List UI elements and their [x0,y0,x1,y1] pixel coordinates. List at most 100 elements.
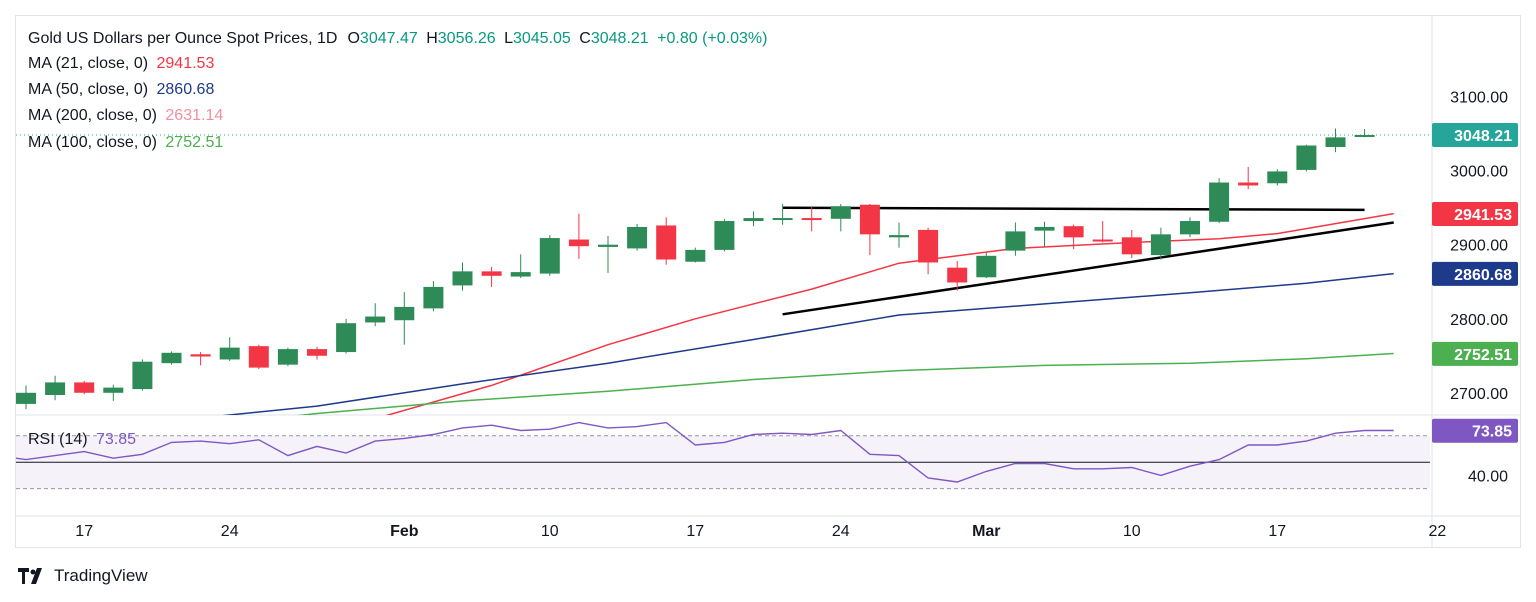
rsi-legend[interactable]: RSI (14) 73.85 [28,431,140,449]
time-tick-label: 17 [75,523,93,540]
price-badge [1432,418,1518,443]
candle-body [656,225,677,260]
candle-body [74,382,95,393]
high-value: 3056.26 [437,30,496,47]
candle-body [1238,182,1259,186]
candle-body [1296,145,1317,170]
price-pane [16,128,1430,415]
open-label: O [347,30,360,47]
candle-body [277,349,298,365]
time-tick-label: 24 [832,523,850,540]
candle-body [627,226,648,249]
candle-body [918,229,939,263]
ma21-value: 2941.53 [156,55,215,72]
price-tick-label: 3000.00 [1450,164,1508,181]
symbol-legend: Gold US Dollars per Ounce Spot Prices, 1… [28,30,771,48]
price-badge [1432,261,1518,286]
ma100-label: MA (100, close, 0) [28,134,157,151]
price-badge-label: 3048.21 [1454,128,1512,145]
candle-body [539,238,560,274]
ma200-value: 2631.14 [165,107,224,124]
price-badge-label: 2860.68 [1454,267,1512,284]
rsi-tick-label: 40.00 [1468,468,1508,485]
candle-body [307,349,327,356]
candle-body [889,235,909,238]
symbol-title: Gold US Dollars per Ounce Spot Prices, 1… [28,30,338,47]
candle-body [830,206,851,219]
ma50-line [222,272,1394,415]
ma21-line [385,212,1394,415]
candle-body [801,218,822,221]
tradingview-wordmark: TradingView [54,566,148,585]
candle-body [714,221,735,250]
high-label: H [426,30,438,47]
time-tick-label: 17 [686,523,704,540]
candle-body [103,387,124,393]
price-badge-label: 2941.53 [1454,207,1512,224]
candle-body [336,323,357,353]
candle-body [45,382,66,396]
ma200-legend[interactable]: MA (200, close, 0) 2631.14 [28,107,227,125]
time-tick-label: Mar [972,523,1000,540]
candle-body [1092,239,1113,242]
tradingview-logo[interactable]: TradingView [18,566,148,586]
candle-body [423,286,444,309]
ma100-legend[interactable]: MA (100, close, 0) 2752.51 [28,134,227,152]
time-tick-label: 22 [1428,523,1446,540]
candle-body [16,392,36,404]
ma100-value: 2752.51 [165,134,224,151]
candle-body [452,271,473,286]
price-badge [1432,201,1518,226]
candle-body [1121,237,1142,255]
candle-body [365,316,386,323]
chart-frame [15,15,1521,548]
price-badge-label: 73.85 [1472,424,1512,441]
open-value: 3047.47 [359,30,418,47]
candle-body [947,267,968,283]
candle-body [248,346,269,368]
candle-body [510,272,531,277]
ma21-legend[interactable]: MA (21, close, 0) 2941.53 [28,55,218,73]
candle-body [1325,137,1346,147]
ma50-value: 2860.68 [156,81,215,98]
candle-body [1209,182,1230,222]
price-badge [1432,122,1518,147]
price-badge-label: 2752.51 [1454,347,1512,364]
candle-body [1063,226,1084,238]
rsi-value: 73.85 [96,431,137,448]
candle-body [481,271,502,276]
low-value: 3045.05 [512,30,571,47]
candle-body [1034,226,1055,231]
price-tick-label: 3100.00 [1450,90,1508,107]
candle-body [568,239,589,247]
time-tick-label: 24 [221,523,239,540]
ma100-line [296,352,1394,415]
price-tick-label: 2700.00 [1450,386,1508,403]
rsi-label: RSI (14) [28,431,88,448]
candle-body [394,306,415,321]
tradingview-logo-icon [18,568,42,584]
candle-body [859,204,880,235]
ma50-legend[interactable]: MA (50, close, 0) 2860.68 [28,81,218,99]
rsi-line [15,421,1394,483]
time-tick-label: 10 [541,523,559,540]
ma200-label: MA (200, close, 0) [28,107,157,124]
candle-body [743,218,764,222]
candle-body [190,354,211,357]
ma21-label: MA (21, close, 0) [28,55,149,72]
candle-body [598,244,618,247]
candle-body [1267,171,1288,184]
candle-body [772,218,793,221]
candle-body [161,352,182,364]
candle-body [1150,234,1171,256]
candle-body [1354,134,1375,137]
price-tick-label: 2900.00 [1450,238,1508,255]
close-label: C [579,30,591,47]
change-value: +0.80 (+0.03%) [657,30,768,47]
price-badge [1432,341,1518,366]
ma50-label: MA (50, close, 0) [28,81,149,98]
low-label: L [504,30,513,47]
time-tick-label: 10 [1123,523,1141,540]
time-tick-label: Feb [390,523,419,540]
